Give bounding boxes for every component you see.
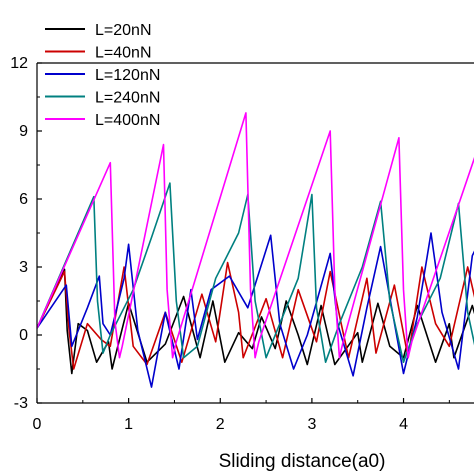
legend: L=20nN L=40nN L=120nN L=240nN L=400nN: [45, 22, 160, 129]
legend-label-2: L=40nN: [95, 45, 152, 62]
x-tick-label: 3: [307, 416, 316, 433]
y-tick-label: 0: [19, 327, 28, 344]
legend-label-5: L=400nN: [95, 112, 160, 129]
series-line-5: [37, 112, 474, 359]
legend-label-1: L=20nN: [95, 22, 152, 39]
x-tick-label: 0: [33, 416, 42, 433]
legend-label-4: L=240nN: [95, 90, 160, 107]
y-tick-label: 3: [19, 259, 28, 276]
x-tick-label: 1: [124, 416, 133, 433]
legend-label-3: L=120nN: [95, 67, 160, 84]
y-tick-label: 12: [10, 55, 28, 72]
series-layer: [37, 112, 474, 388]
series-line-3: [37, 232, 474, 388]
y-tick-label: -3: [14, 395, 28, 412]
x-axis-title: Sliding distance(a0): [219, 451, 386, 472]
x-tick-label: 4: [399, 416, 408, 433]
y-tick-label: 9: [19, 123, 28, 140]
y-tick-label: 6: [19, 191, 28, 208]
series-line-2: [37, 261, 474, 370]
x-tick-label: 2: [216, 416, 225, 433]
